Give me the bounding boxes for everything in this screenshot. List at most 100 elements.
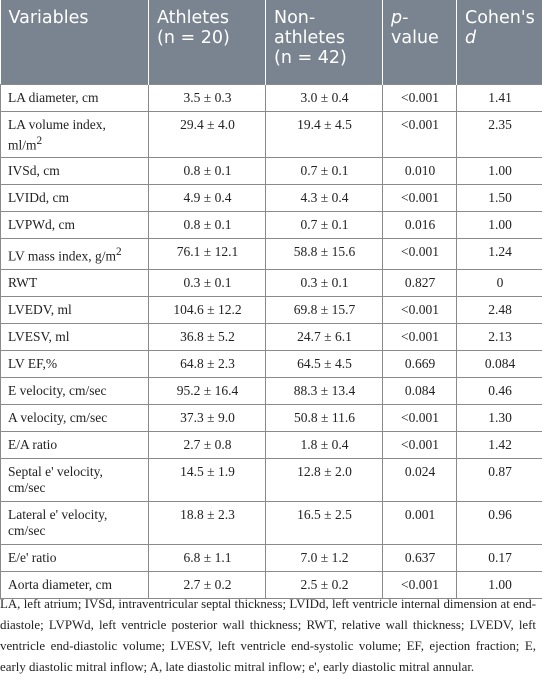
nonathletes-cell: 69.8 ± 15.7 [265,295,383,324]
variable-cell: LA diameter, cm [0,83,149,112]
header-row: Variables Athletes (n = 20) Non-athletes(… [0,0,542,84]
cohens-d-cell: 0.17 [456,543,542,572]
nonathletes-cell: 16.5 ± 2.5 [265,500,383,545]
nonathletes-cell: 58.8 ± 15.6 [265,238,383,270]
table-row: Septal e' velocity, cm/sec 14.5 ± 1.9 12.8… [0,457,542,502]
header-athletes: Athletes (n = 20) [148,0,266,84]
header-variables: Variables [0,0,149,84]
table-row: LVPWd, cm 0.8 ± 0.1 0.7 ± 0.1 0.016 1.00 [0,211,542,239]
header-athletes-n: (n = 20) [157,28,230,48]
variable-cell: LVESV, ml [0,322,149,351]
p-value-cell: 0.010 [382,157,457,185]
table-footnote: LA, left atrium; IVSd, intraventricular … [0,597,536,674]
p-value-cell: <0.001 [382,295,457,324]
table-row: E/e' ratio 6.8 ± 1.1 7.0 ± 1.2 0.637 0.17 [0,543,542,572]
athletes-cell: 0.8 ± 0.1 [148,211,266,239]
variable-cell: IVSd, cm [0,157,149,185]
p-value-cell: 0.669 [382,349,457,378]
table-row: LA diameter, cm 3.5 ± 0.3 3.0 ± 0.4 <0.001 1… [0,83,542,112]
p-value-cell: <0.001 [382,403,457,432]
variable-cell: E/e' ratio [0,543,149,572]
table-row: E velocity, cm/sec 95.2 ± 16.4 88.3 ± 13.4… [0,376,542,405]
p-value-cell: <0.001 [382,430,457,459]
cohens-d-cell: 1.50 [456,184,542,212]
athletes-cell: 29.4 ± 4.0 [148,110,266,158]
header-nonathletes: Non-athletes (n = 42) [265,0,383,84]
athletes-cell: 14.5 ± 1.9 [148,457,266,502]
header-cohens-d: Cohen's d [456,0,542,84]
table-row: LA volume index, ml/m2 29.4 ± 4.0 19.4 ± 4… [0,110,542,158]
cohens-d-cell: 1.42 [456,430,542,459]
superscript: 2 [116,246,122,258]
variable-cell: E velocity, cm/sec [0,376,149,405]
cohens-d-cell: 1.00 [456,211,542,239]
nonathletes-cell: 4.3 ± 0.4 [265,184,383,212]
table-row: IVSd, cm 0.8 ± 0.1 0.7 ± 0.1 0.010 1.00 [0,157,542,185]
cohens-d-cell: 2.13 [456,322,542,351]
p-value-cell: 0.084 [382,376,457,405]
athletes-cell: 37.3 ± 9.0 [148,403,266,432]
p-value-cell: <0.001 [382,110,457,158]
nonathletes-cell: 50.8 ± 11.6 [265,403,383,432]
athletes-cell: 36.8 ± 5.2 [148,322,266,351]
cohens-d-cell: 0.084 [456,349,542,378]
athletes-cell: 0.3 ± 0.1 [148,268,266,297]
cohens-d-cell: 0.46 [456,376,542,405]
header-nonathletes-n: (n = 42) [274,48,347,68]
p-value-cell: <0.001 [382,570,457,599]
data-table: Variables Athletes (n = 20) Non-athletes(… [0,0,542,599]
cohens-d-cell: 2.48 [456,295,542,324]
p-value-cell: <0.001 [382,238,457,270]
athletes-cell: 104.6 ± 12.2 [148,295,266,324]
cohens-d-cell: 2.35 [456,110,542,158]
nonathletes-cell: 7.0 ± 1.2 [265,543,383,572]
p-value-cell: <0.001 [382,322,457,351]
p-value-cell: <0.001 [382,184,457,212]
p-value-cell: 0.016 [382,211,457,239]
nonathletes-cell: 1.8 ± 0.4 [265,430,383,459]
athletes-cell: 2.7 ± 0.8 [148,430,266,459]
athletes-cell: 95.2 ± 16.4 [148,376,266,405]
nonathletes-cell: 0.3 ± 0.1 [265,268,383,297]
p-value-cell: 0.024 [382,457,457,502]
variable-cell: LA volume index, ml/m2 [0,110,149,158]
variable-cell: E/A ratio [0,430,149,459]
table-row: LV mass index, g/m2 76.1 ± 12.1 58.8 ± 15.… [0,238,542,270]
cohens-d-cell: 1.24 [456,238,542,270]
athletes-cell: 0.8 ± 0.1 [148,157,266,185]
table-row: E/A ratio 2.7 ± 0.8 1.8 ± 0.4 <0.001 1.42 [0,430,542,459]
p-value-cell: 0.637 [382,543,457,572]
cohens-d-cell: 1.00 [456,157,542,185]
nonathletes-cell: 64.5 ± 4.5 [265,349,383,378]
nonathletes-cell: 19.4 ± 4.5 [265,110,383,158]
variable-cell: LV mass index, g/m2 [0,238,149,270]
nonathletes-cell: 0.7 ± 0.1 [265,211,383,239]
athletes-cell: 2.7 ± 0.2 [148,570,266,599]
superscript: 2 [36,134,43,147]
nonathletes-cell: 24.7 ± 6.1 [265,322,383,351]
cohens-d-cell: 1.41 [456,83,542,112]
variable-cell: LVEDV, ml [0,295,149,324]
variable-cell: LVPWd, cm [0,211,149,239]
cohens-d-cell: 0 [456,268,542,297]
variable-cell: LVIDd, cm [0,184,149,212]
table-row: LVEDV, ml 104.6 ± 12.2 69.8 ± 15.7 <0.001 2.… [0,295,542,324]
p-value-cell: 0.827 [382,268,457,297]
cohens-d-cell: 0.87 [456,457,542,502]
variable-cell: LV EF,% [0,349,149,378]
nonathletes-cell: 88.3 ± 13.4 [265,376,383,405]
header-p-value: p-value [382,0,457,84]
p-value-cell: <0.001 [382,83,457,112]
p-value-cell: 0.001 [382,500,457,545]
athletes-cell: 18.8 ± 2.3 [148,500,266,545]
variable-cell: Aorta diameter, cm [0,570,149,599]
table-row: Aorta diameter, cm 2.7 ± 0.2 2.5 ± 0.2 <0.0… [0,570,542,599]
variable-cell: RWT [0,268,149,297]
table-row: LVESV, ml 36.8 ± 5.2 24.7 ± 6.1 <0.001 2.13 [0,322,542,351]
nonathletes-cell: 12.8 ± 2.0 [265,457,383,502]
table-row: LV EF,% 64.8 ± 2.3 64.5 ± 4.5 0.669 0.084 [0,349,542,378]
cohens-d-cell: 0.96 [456,500,542,545]
athletes-cell: 64.8 ± 2.3 [148,349,266,378]
variable-cell: Septal e' velocity, cm/sec [0,457,149,502]
athletes-cell: 76.1 ± 12.1 [148,238,266,270]
